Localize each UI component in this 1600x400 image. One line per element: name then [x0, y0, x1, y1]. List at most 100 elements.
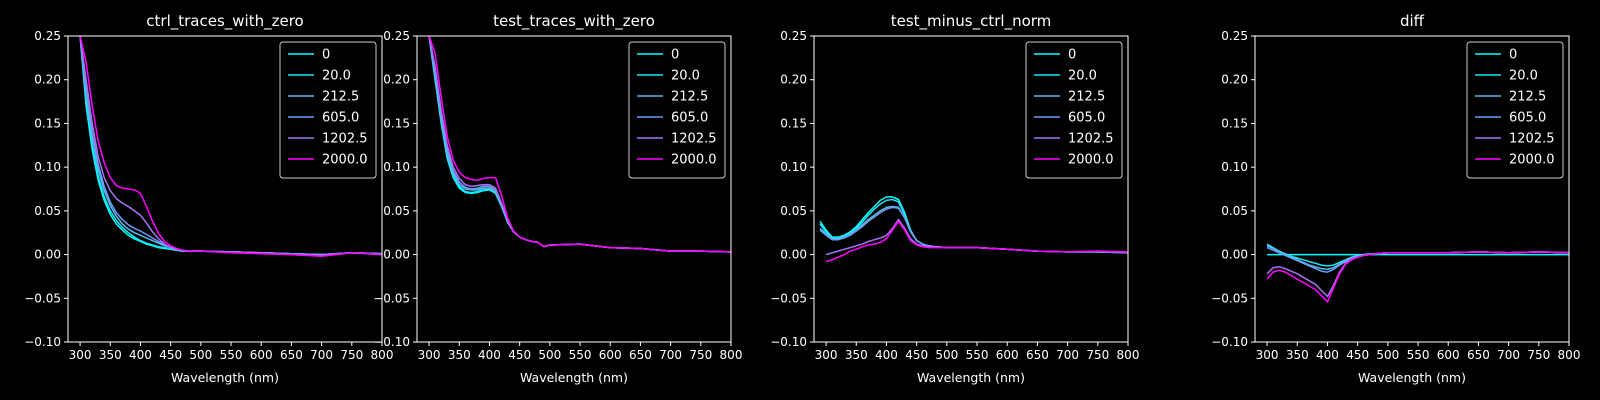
- x-tick-label: 300: [1256, 348, 1279, 362]
- x-tick-label: 600: [250, 348, 273, 362]
- legend-label: 1202.5: [322, 132, 368, 147]
- x-tick-label: 450: [1346, 348, 1369, 362]
- x-tick-label: 450: [508, 348, 531, 362]
- x-tick-label: 300: [815, 348, 838, 362]
- x-tick-label: 350: [1286, 348, 1309, 362]
- series-line: [825, 220, 1128, 263]
- axes-frame: [1254, 35, 1570, 343]
- legend-label: 0: [671, 48, 679, 63]
- y-tick-label: 0.05: [780, 204, 807, 218]
- legend-label: 20.0: [322, 69, 351, 84]
- x-tick-label: 700: [1497, 348, 1520, 362]
- series-line: [1266, 246, 1569, 273]
- x-tick-label: 550: [966, 348, 989, 362]
- legend-label: 0: [1509, 48, 1517, 63]
- legend: 0 20.0 212.5 605.0 1202.5 2000.0: [1466, 41, 1564, 179]
- chart-panel: −0.10 −0.05 0.00 0.05 0.10 0.15 0.20 0.25 300 350…: [373, 12, 742, 385]
- legend-label: 1202.5: [671, 132, 717, 147]
- series-group: [79, 36, 382, 258]
- series-line: [79, 36, 382, 258]
- y-tick-label: 0.05: [383, 204, 410, 218]
- x-tick-label: 300: [418, 348, 441, 362]
- legend-box: [1466, 41, 1564, 179]
- y-tick-label: 0.15: [34, 116, 61, 130]
- legend-label: 20.0: [1509, 69, 1538, 84]
- x-tick-label: 800: [371, 348, 394, 362]
- y-tick-label: 0.10: [1221, 160, 1248, 174]
- chart-title: ctrl_traces_with_zero: [146, 12, 303, 31]
- legend-label: 0: [322, 48, 330, 63]
- legend-label: 2000.0: [1068, 153, 1114, 168]
- axes-frame: [416, 35, 732, 343]
- legend-label: 1202.5: [1509, 132, 1555, 147]
- y-tick-label: 0.20: [1221, 73, 1248, 87]
- legend-label: 605.0: [322, 111, 359, 126]
- legend-label: 212.5: [671, 90, 708, 105]
- y-tick-label: 0.10: [780, 160, 807, 174]
- x-tick-label: 350: [845, 348, 868, 362]
- legend-label: 2000.0: [1509, 153, 1555, 168]
- x-tick-label: 650: [280, 348, 303, 362]
- legend-label: 20.0: [1068, 69, 1097, 84]
- x-tick-label: 750: [1086, 348, 1109, 362]
- axes-frame: [813, 35, 1129, 343]
- legend-label: 212.5: [1068, 90, 1105, 105]
- x-tick-label: 350: [448, 348, 471, 362]
- x-tick-label: 400: [875, 348, 898, 362]
- series-group: [819, 196, 1128, 263]
- y-tick-label: 0.15: [1221, 116, 1248, 130]
- series-line: [1266, 251, 1569, 303]
- y-tick-label: 0.20: [780, 73, 807, 87]
- x-tick-label: 400: [1316, 348, 1339, 362]
- legend-label: 605.0: [1068, 111, 1105, 126]
- chart-title: test_traces_with_zero: [493, 12, 655, 31]
- x-axis-label: Wavelength (nm): [917, 370, 1025, 385]
- y-tick-label: 0.00: [34, 248, 61, 262]
- y-tick-label: 0.05: [34, 204, 61, 218]
- legend-label: 605.0: [671, 111, 708, 126]
- legend-label: 212.5: [1509, 90, 1546, 105]
- series-group: [428, 36, 731, 253]
- axes-frame: [67, 35, 383, 343]
- x-tick-label: 800: [720, 348, 743, 362]
- series-group: [1266, 243, 1569, 303]
- x-tick-label: 500: [538, 348, 561, 362]
- legend-label: 2000.0: [322, 153, 368, 168]
- x-tick-label: 700: [659, 348, 682, 362]
- x-tick-label: 750: [340, 348, 363, 362]
- y-tick-label: 0.25: [383, 29, 410, 43]
- y-tick-label: −0.10: [770, 335, 807, 349]
- x-axis-label: Wavelength (nm): [171, 370, 279, 385]
- series-line: [428, 36, 731, 253]
- x-axis-label: Wavelength (nm): [520, 370, 628, 385]
- x-tick-label: 450: [905, 348, 928, 362]
- legend-label: 605.0: [1509, 111, 1546, 126]
- series-line: [1266, 245, 1569, 271]
- x-tick-label: 650: [1026, 348, 1049, 362]
- y-tick-label: −0.05: [770, 291, 807, 305]
- x-tick-label: 600: [1437, 348, 1460, 362]
- legend-box: [1025, 41, 1123, 179]
- y-tick-label: −0.10: [24, 335, 61, 349]
- x-tick-label: 350: [99, 348, 122, 362]
- x-tick-label: 600: [996, 348, 1019, 362]
- legend-box: [279, 41, 377, 179]
- series-line: [819, 196, 1128, 254]
- x-tick-label: 500: [1376, 348, 1399, 362]
- series-line: [1266, 251, 1569, 298]
- x-tick-label: 450: [159, 348, 182, 362]
- x-tick-label: 500: [189, 348, 212, 362]
- y-tick-label: 0.20: [383, 73, 410, 87]
- y-tick-label: 0.25: [780, 29, 807, 43]
- x-tick-label: 750: [689, 348, 712, 362]
- y-tick-label: 0.00: [1221, 248, 1248, 262]
- x-tick-label: 600: [599, 348, 622, 362]
- legend-label: 212.5: [322, 90, 359, 105]
- x-tick-label: 650: [629, 348, 652, 362]
- x-tick-label: 800: [1558, 348, 1581, 362]
- x-tick-label: 750: [1527, 348, 1550, 362]
- legend: 0 20.0 212.5 605.0 1202.5 2000.0: [1025, 41, 1123, 179]
- chart-panel: −0.10 −0.05 0.00 0.05 0.10 0.15 0.20 0.25 300 350…: [1211, 12, 1580, 385]
- chart-panel: −0.10 −0.05 0.00 0.05 0.10 0.15 0.20 0.25 300 350…: [24, 12, 393, 385]
